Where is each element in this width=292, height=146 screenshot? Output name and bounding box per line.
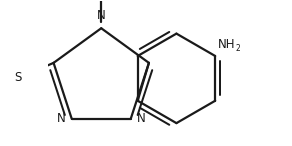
Text: 2: 2 bbox=[236, 44, 241, 53]
Text: S: S bbox=[14, 71, 21, 84]
Text: NH: NH bbox=[218, 38, 235, 51]
Text: N: N bbox=[57, 112, 65, 125]
Text: N: N bbox=[97, 9, 106, 22]
Text: N: N bbox=[137, 112, 146, 125]
